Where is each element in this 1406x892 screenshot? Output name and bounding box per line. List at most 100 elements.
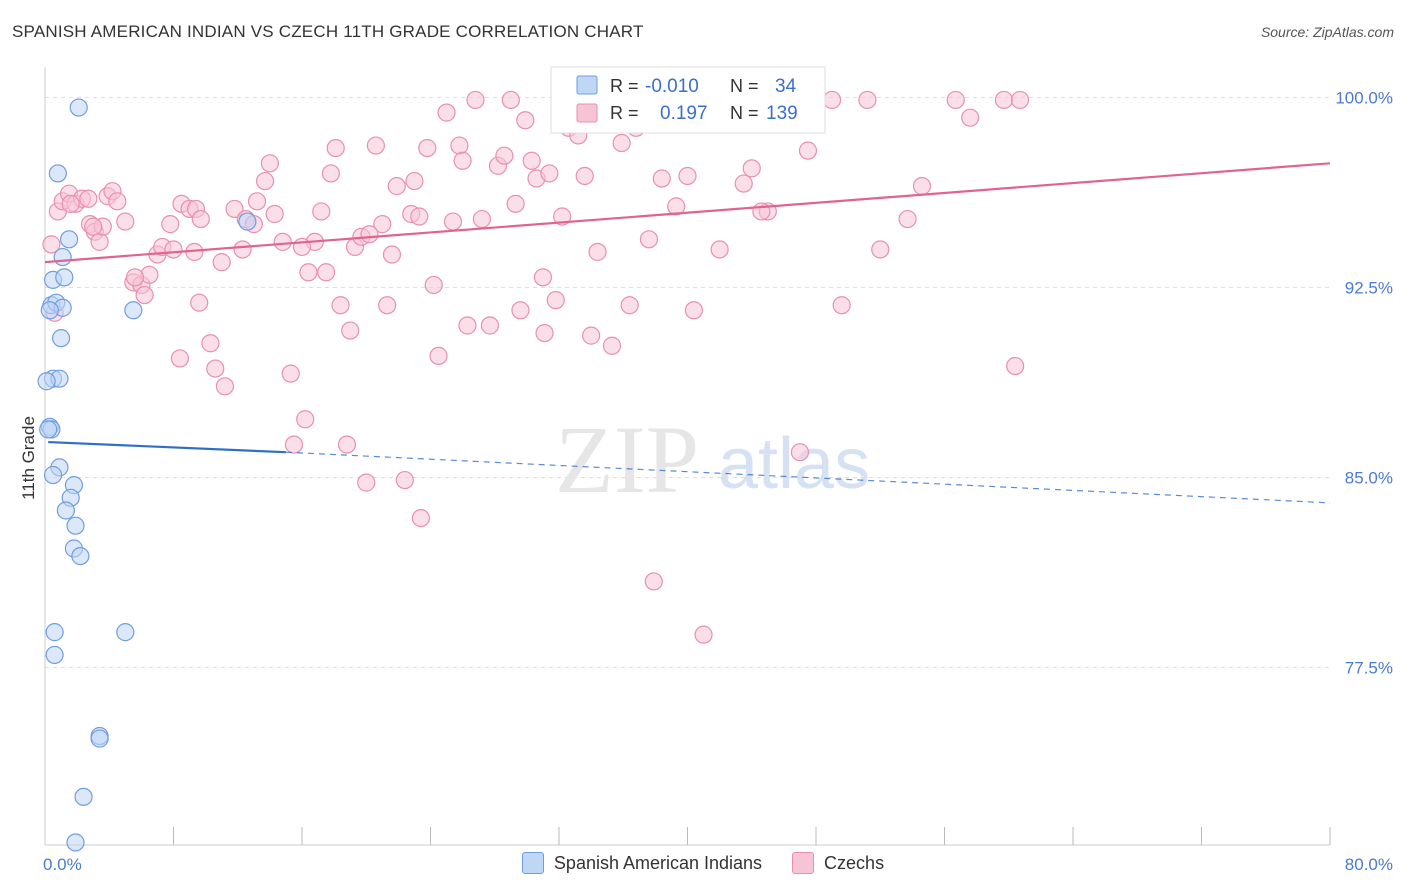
blue-trend-solid [48,440,286,454]
blue-point-10 [51,329,71,348]
legend-item-czechs[interactable]: Czechs [792,852,884,874]
pink-point-69 [458,316,477,335]
pink-point-96 [644,572,663,591]
legend-pink-r-label: R = [610,103,639,123]
pink-point-27 [190,293,209,312]
pink-point-95 [639,230,659,249]
pink-point-75 [501,90,520,110]
pink-point-98 [667,197,686,216]
blue-point-5 [55,268,74,287]
blue-point-25 [45,645,64,665]
axes [44,67,1331,846]
pink-point-62 [411,508,430,528]
pink-point-17 [135,285,154,305]
pink-point-44 [312,202,331,221]
pink-point-25 [191,209,210,229]
blue-point-20 [56,501,75,520]
pink-trend-solid [44,162,1331,264]
pink-point-66 [437,103,456,122]
pink-point-119 [994,90,1014,110]
pink-point-77 [511,301,530,320]
pink-point-13 [108,192,127,211]
pink-point-37 [265,204,284,224]
pink-point-54 [366,136,385,155]
watermark: ZIP atlas [555,406,870,513]
bottom-legend: Spanish American Indians Czechs [0,852,1406,874]
pink-point-128 [125,268,145,287]
x-tick-label-0: 0.0% [43,855,82,874]
blue-point-0 [69,98,88,117]
pink-point-31 [225,199,244,219]
blue-point-3 [53,247,72,267]
chart-title: SPANISH AMERICAN INDIAN VS CZECH 11TH GR… [12,22,644,41]
legend-blue-r-label: R = [610,76,639,96]
pink-point-113 [858,90,877,110]
pink-point-67 [443,212,463,231]
pink-point-76 [506,194,525,213]
x-tick-labels: 0.0% 80.0% [43,855,1393,874]
pink-point-100 [684,301,704,320]
pink-point-126 [212,253,231,272]
pink-point-111 [822,90,842,110]
legend-pink-swatch [576,103,598,123]
blue-point-13 [238,212,257,231]
legend-blue-swatch [576,75,598,95]
legend-pink-n-label: N = [730,103,759,123]
legend-label-czechs: Czechs [824,852,885,873]
stats-legend: R = -0.010 N = 34 R = 0.197 N = 139 [550,66,826,134]
series-spanish-american-indians [37,98,257,852]
pink-point-102 [710,240,729,259]
pink-point-112 [832,296,851,315]
pink-point-30 [215,377,234,396]
pink-point-83 [546,291,565,310]
pink-point-59 [395,470,414,490]
pink-point-34 [247,192,267,211]
pink-point-115 [898,209,917,229]
pink-point-36 [260,154,279,173]
pink-point-87 [575,166,594,186]
pink-point-48 [331,296,350,315]
pink-point-109 [798,141,818,160]
blue-point-17 [43,465,63,485]
pink-point-32 [233,240,252,259]
pink-point-41 [296,410,315,429]
pink-point-42 [299,263,318,282]
pink-point-26 [170,349,190,368]
pink-point-70 [466,90,485,110]
pink-point-68 [450,136,469,155]
pink-point-134 [360,225,379,244]
y-axis-label: 11th Grade [19,416,38,500]
pink-point-56 [378,296,397,315]
pink-point-130 [61,194,80,213]
pink-point-72 [480,316,500,335]
pink-point-78 [516,111,535,130]
source-label: Source: ZipAtlas.com [1260,24,1394,40]
y-tick-labels: 100.0% 92.5% 85.0% 77.5% [1335,88,1393,677]
legend-item-spanish-american-indians[interactable]: Spanish American Indians [521,852,762,874]
pink-point-40 [284,435,304,454]
pink-point-91 [602,336,622,355]
pink-point-79 [522,151,541,170]
pink-point-92 [612,133,631,153]
watermark-zip: ZIP [555,406,699,513]
pink-point-50 [341,321,360,340]
pink-point-29 [206,359,225,378]
pink-point-116 [912,177,932,196]
y-tick-label-0: 100.0% [1335,88,1393,107]
blue-point-23 [71,547,90,566]
pink-point-46 [321,164,341,183]
pink-point-9 [90,232,109,251]
blue-point-26 [116,623,135,642]
pink-point-0 [42,235,61,254]
pink-point-82 [540,164,559,183]
pink-point-118 [961,108,980,127]
pink-point-93 [620,296,639,315]
pink-point-28 [201,334,220,353]
legend-blue-n-value: 34 [775,76,797,97]
pink-point-21 [161,215,180,234]
pink-point-108 [790,443,810,462]
blue-point-9 [124,301,143,320]
pink-point-135 [533,268,553,287]
legend-swatch-pink [792,852,815,874]
legend-blue-r-value: -0.010 [645,76,699,97]
